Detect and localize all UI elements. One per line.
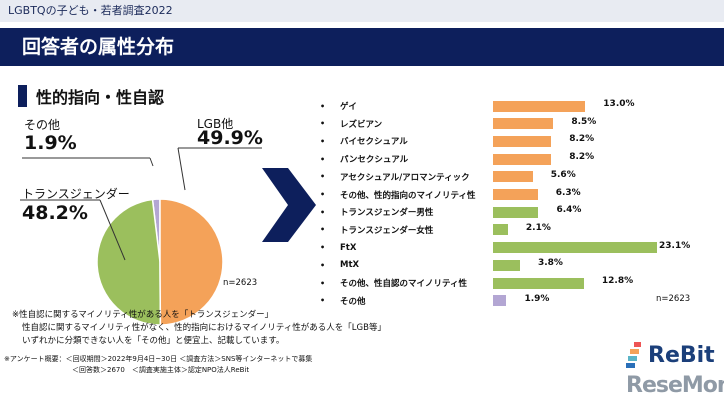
bar-value: 13.0%	[603, 99, 635, 109]
bar-value: 5.6%	[550, 169, 576, 180]
bar-value: 12.8%	[601, 276, 634, 286]
pie-value-lgb: 49.9%	[197, 127, 263, 149]
bars-n: n=2623	[656, 294, 691, 304]
bar-value: 1.9%	[524, 293, 550, 304]
pie-slice-trans	[96, 198, 162, 326]
bar-row: • トランスジェンダー女性	[320, 222, 433, 238]
note-line: 性自認に関するマイノリティ性がなく、性的指向におけるマイノリティ性がある人を「L…	[22, 323, 386, 333]
resemom-logo: ReseMom	[626, 373, 724, 398]
bullet-icon: •	[320, 190, 326, 199]
pie-label-lgb: LGB他	[197, 117, 234, 131]
bar-value: 3.8%	[537, 258, 563, 269]
pie-label-other: その他	[24, 118, 61, 132]
bar-label: その他、性的指向のマイノリティ性	[340, 190, 476, 201]
bullet-icon: •	[320, 260, 326, 270]
bar-value: 8.5%	[571, 116, 597, 127]
pie-n: n=2623	[223, 278, 258, 288]
bar-label: トランスジェンダー男性	[340, 208, 434, 219]
bar-label: FtX	[340, 242, 357, 253]
bullet-icon: •	[320, 296, 326, 306]
section-title-text: 性的指向・性自認	[36, 88, 165, 107]
bar-label: レズビアン	[340, 119, 383, 130]
pie-value-trans: 48.2%	[22, 202, 88, 224]
page-title: 回答者の属性分布	[0, 28, 724, 66]
pie-value-other: 1.9%	[24, 132, 77, 154]
rebit-logo-text: ReBit	[648, 342, 715, 368]
survey-line: ＜回答数＞2670 ＜調査実施主体＞認定NPO法人ReBit	[72, 366, 250, 374]
bar	[493, 135, 552, 147]
bar-label: パンセクシュアル	[340, 155, 409, 166]
rebit-logo: ReBit	[624, 342, 715, 368]
bullet-icon: •	[320, 154, 326, 164]
bar-label: その他、性自認のマイノリティ性	[340, 279, 467, 289]
bullet-icon: •	[320, 101, 326, 111]
pie-slice-lgb	[159, 198, 224, 326]
bullet-icon: •	[320, 136, 326, 146]
bar-row: • その他、性的指向のマイノリティ性	[320, 187, 476, 203]
bar	[493, 189, 538, 200]
bullet-icon: •	[320, 278, 326, 288]
subtitle: LGBTQの子ども・若者調査2022	[0, 0, 724, 22]
bar-row: • その他	[320, 293, 366, 309]
note-line: いずれかに分類できない人を「その他」と便宜上、記載しています。	[22, 336, 285, 346]
bar-row: • FtX	[320, 240, 356, 256]
bar-value: 8.2%	[569, 152, 595, 163]
bar	[493, 118, 554, 130]
pie-label-trans: トランスジェンダー	[22, 187, 130, 201]
arrow-icon	[262, 168, 316, 242]
bar-value: 23.1%	[659, 240, 691, 251]
bar-row: • MtX	[320, 257, 359, 273]
bar	[493, 153, 552, 165]
bar	[493, 100, 586, 112]
bar-row: • ゲイ	[320, 98, 357, 114]
bar-row: • バイセクシュアル	[320, 133, 408, 149]
bullet-icon: •	[320, 207, 326, 217]
bar-value: 6.4%	[556, 205, 582, 216]
bar	[493, 206, 539, 218]
bullet-icon: •	[320, 119, 326, 129]
bar-value: 2.1%	[525, 222, 551, 233]
bar-label: その他	[340, 296, 366, 307]
bar-label: MtX	[340, 260, 360, 271]
bar-value: 8.2%	[569, 134, 595, 145]
note-line: ※性自認に関するマイノリティ性がある人を「トランスジェンダー」	[12, 310, 274, 320]
bar-label: ゲイ	[340, 102, 357, 112]
bar-row: • アセクシュアル/アロマンティック	[320, 169, 470, 185]
survey-line: ※アンケート概要：＜回収期間＞2022年9月4日~30日 ＜調査方法＞SNS等イ…	[4, 355, 313, 363]
section-title: 性的指向・性自認	[18, 84, 164, 108]
bar-value: 6.3%	[555, 187, 581, 198]
bar	[493, 171, 533, 183]
bar-row: • パンセクシュアル	[320, 151, 408, 167]
bar-row: • トランスジェンダー男性	[320, 204, 433, 220]
bar	[493, 295, 507, 307]
bullet-icon: •	[320, 172, 326, 182]
rebit-logo-icon	[626, 342, 641, 368]
section-marker	[18, 85, 27, 107]
bullet-icon: •	[320, 225, 326, 235]
bar	[493, 277, 584, 289]
bar	[493, 259, 520, 271]
bar-label: アセクシュアル/アロマンティック	[340, 172, 470, 183]
bar-row: • レズビアン	[320, 116, 382, 132]
bar	[493, 242, 657, 254]
bar-row: • その他、性自認のマイノリティ性	[320, 275, 467, 291]
bar-label: バイセクシュアル	[340, 137, 408, 148]
bullet-icon: •	[320, 243, 326, 253]
bar	[493, 224, 508, 236]
bar-label: トランスジェンダー女性	[340, 225, 434, 236]
